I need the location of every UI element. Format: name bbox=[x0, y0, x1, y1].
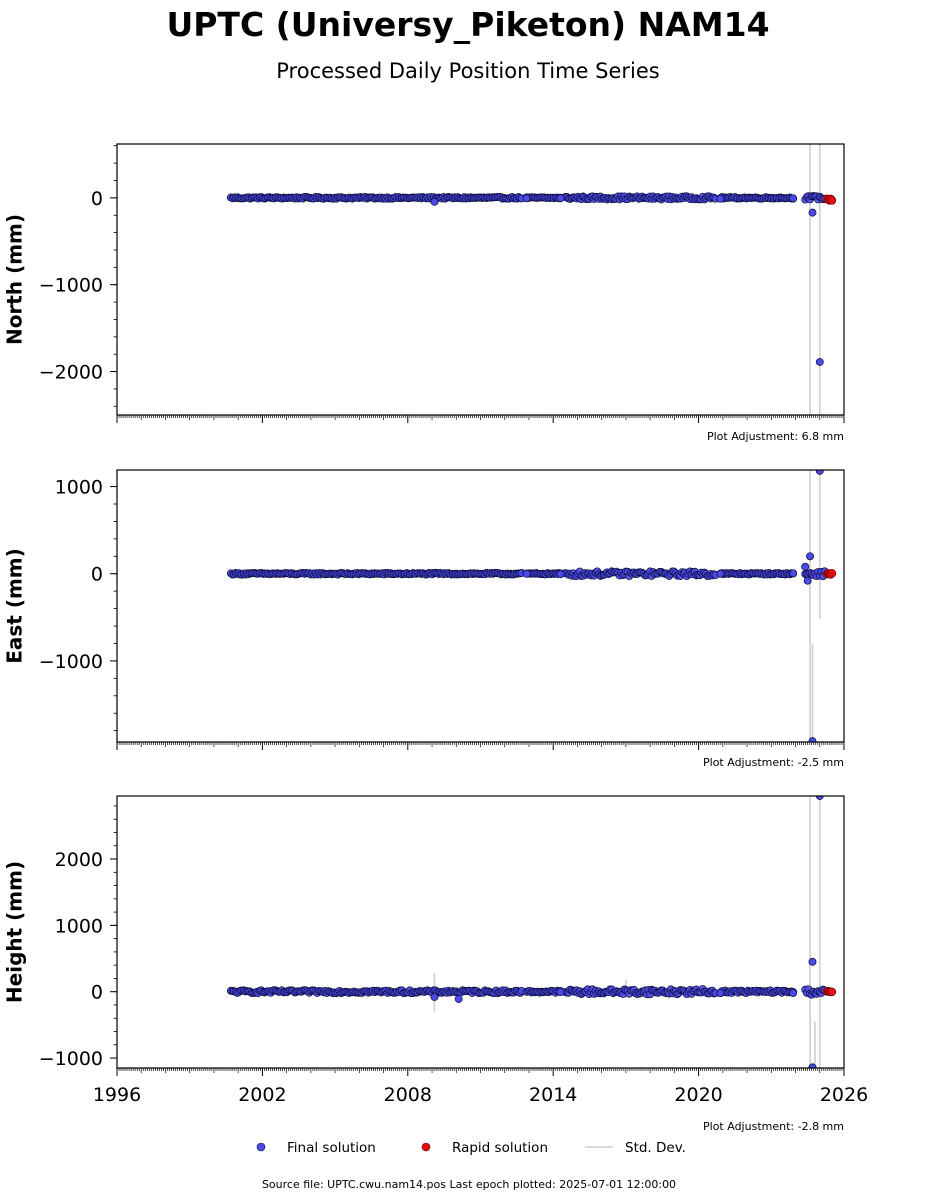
final-point bbox=[716, 989, 725, 997]
final-point bbox=[430, 993, 439, 1001]
x-tick-label: 2014 bbox=[529, 1084, 577, 1106]
axes-frame bbox=[116, 795, 845, 1069]
rapid-point bbox=[827, 987, 837, 997]
final-point bbox=[716, 194, 725, 203]
final-point bbox=[789, 569, 798, 578]
x-tick-label: 2008 bbox=[384, 1084, 432, 1106]
final-point bbox=[430, 197, 439, 206]
final-point bbox=[556, 194, 565, 203]
east-panel: 1000 0 −1000 East (mm) Plot Adjustment: -2.5… bbox=[3, 469, 845, 769]
final-point bbox=[801, 562, 810, 571]
final-point bbox=[716, 569, 725, 578]
final-point bbox=[808, 957, 817, 966]
height-panel: 2000 1000 0 −1000 1996 2002 2008 2014 2020 2026 He… bbox=[3, 795, 868, 1133]
final-point bbox=[522, 194, 531, 203]
legend-stddev-label: Std. Dev. bbox=[625, 1140, 686, 1156]
axes-frame bbox=[116, 469, 845, 743]
y-axis-label: Height (mm) bbox=[3, 861, 27, 1003]
final-point bbox=[454, 995, 463, 1003]
figure-title: UPTC (Universy_Piketon) NAM14 bbox=[166, 5, 769, 44]
final-point bbox=[556, 988, 565, 996]
x-tick-label: 1996 bbox=[93, 1084, 141, 1106]
plot-area bbox=[226, 470, 837, 742]
rapid-point bbox=[827, 569, 837, 578]
final-point bbox=[815, 470, 824, 475]
y-tick-label: 0 bbox=[91, 188, 103, 210]
x-tick-label: 2020 bbox=[674, 1084, 722, 1106]
y-tick-label: 1000 bbox=[55, 477, 103, 499]
x-tick-label: 2002 bbox=[238, 1084, 286, 1106]
y-tick-label: 0 bbox=[91, 982, 103, 1004]
plot-area bbox=[226, 796, 837, 1068]
y-tick-label: −1000 bbox=[39, 275, 103, 297]
legend-final-label: Final solution bbox=[287, 1140, 376, 1156]
plot-area bbox=[226, 144, 837, 415]
figure-subtitle: Processed Daily Position Time Series bbox=[276, 59, 660, 83]
legend: Final solution Rapid solution Std. Dev. bbox=[256, 1140, 686, 1156]
y-tick-label: −2000 bbox=[39, 362, 103, 384]
legend-rapid-label: Rapid solution bbox=[452, 1140, 548, 1156]
final-point bbox=[808, 208, 817, 217]
north-panel: 0 −1000 −2000 North (mm) Plot Adjustment: 6.… bbox=[3, 143, 845, 443]
final-point bbox=[808, 737, 817, 742]
final-point bbox=[806, 552, 815, 561]
final-point bbox=[522, 569, 531, 578]
y-axis-label: East (mm) bbox=[3, 548, 27, 664]
y-axis-label: North (mm) bbox=[3, 214, 27, 345]
y-tick-label: 2000 bbox=[55, 849, 103, 871]
y-tick-label: 1000 bbox=[55, 915, 103, 937]
final-point bbox=[803, 576, 812, 585]
y-tick-label: −1000 bbox=[39, 651, 103, 673]
final-point bbox=[808, 1063, 817, 1068]
final-point bbox=[789, 989, 798, 997]
source-footer: Source file: UPTC.cwu.nam14.pos Last epo… bbox=[262, 1178, 676, 1191]
x-tick-label: 2026 bbox=[820, 1084, 868, 1106]
final-point bbox=[789, 194, 798, 203]
plot-adjustment: Plot Adjustment: -2.8 mm bbox=[703, 1120, 844, 1133]
plot-adjustment: Plot Adjustment: 6.8 mm bbox=[707, 430, 844, 443]
y-tick-label: 0 bbox=[91, 564, 103, 586]
plot-adjustment: Plot Adjustment: -2.5 mm bbox=[703, 756, 844, 769]
axes-frame bbox=[116, 143, 845, 416]
final-point bbox=[556, 570, 565, 579]
final-point bbox=[815, 358, 824, 366]
y-tick-label: −1000 bbox=[39, 1048, 103, 1070]
rapid-point bbox=[827, 196, 837, 205]
legend-final-marker bbox=[256, 1142, 266, 1152]
legend-rapid-marker bbox=[421, 1142, 431, 1152]
